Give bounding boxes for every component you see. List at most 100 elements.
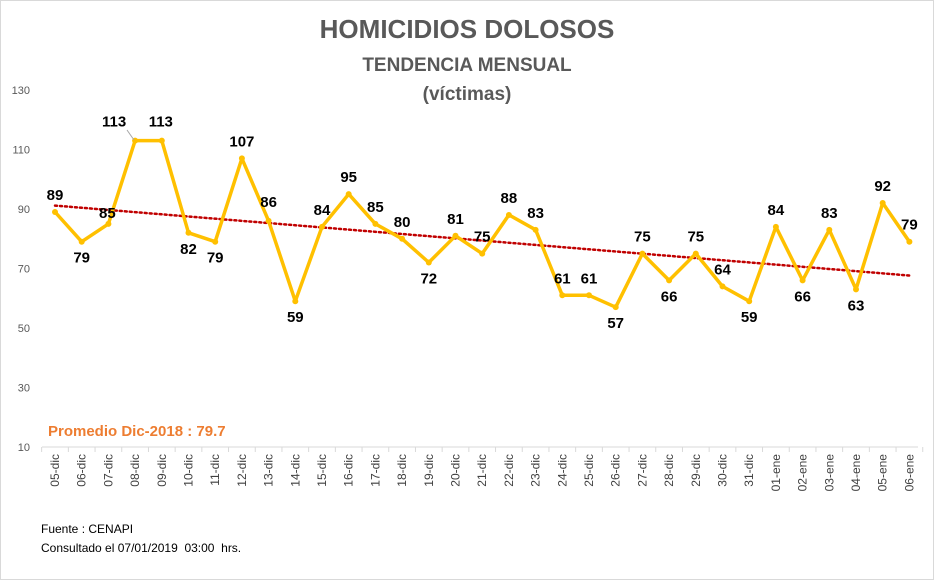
- data-label: 92: [874, 178, 891, 195]
- data-label: 84: [768, 202, 785, 219]
- data-point: [853, 286, 859, 293]
- x-tick-label: 24-dic: [555, 454, 569, 487]
- data-label: 59: [741, 309, 758, 326]
- chart-subtitle-units: (víctimas): [422, 84, 512, 105]
- x-tick-label: 15-dic: [315, 454, 329, 487]
- chart-subtitle: TENDENCIA MENSUAL: [362, 55, 572, 76]
- y-tick-label: 70: [18, 264, 30, 276]
- data-label: 79: [901, 217, 918, 234]
- data-point: [879, 200, 886, 207]
- data-label: 83: [527, 205, 544, 222]
- y-tick-label: 110: [12, 145, 30, 157]
- x-tick-label: 09-dic: [155, 454, 169, 487]
- x-tick-label: 05-dic: [48, 454, 62, 487]
- label-leader-line: [126, 129, 135, 141]
- chart-title: HOMICIDIOS DOLOSOS: [319, 14, 615, 44]
- x-tick-label: 01-ene: [769, 454, 783, 492]
- x-tick-label: 13-dic: [262, 454, 276, 487]
- data-point: [719, 283, 726, 290]
- data-label: 72: [420, 271, 437, 288]
- data-point: [292, 298, 299, 305]
- data-point: [746, 298, 753, 305]
- y-tick-label: 50: [18, 323, 30, 335]
- x-tick-label: 07-dic: [101, 454, 115, 487]
- y-tick-label: 130: [12, 85, 30, 97]
- data-label: 107: [229, 133, 254, 150]
- data-label: 79: [207, 250, 224, 267]
- data-point: [586, 292, 592, 299]
- y-tick-label: 90: [18, 204, 30, 216]
- data-point: [105, 220, 112, 227]
- data-point: [532, 226, 539, 233]
- data-point: [78, 238, 85, 245]
- data-label: 81: [447, 211, 464, 228]
- consulted-note: Consultado el 07/01/2019 03:00 hrs.: [41, 541, 242, 555]
- data-label: 63: [848, 297, 865, 314]
- series-line: [53, 138, 911, 309]
- x-tick-label: 28-dic: [662, 454, 676, 487]
- x-tick-label: 11-dic: [208, 454, 222, 486]
- data-point: [452, 232, 459, 239]
- x-tick-label: 18-dic: [395, 454, 409, 487]
- y-tick-label: 30: [18, 383, 30, 395]
- data-point: [185, 229, 192, 236]
- average-annotation: Promedio Dic-2018 : 79.7: [48, 423, 226, 440]
- data-point: [559, 292, 566, 299]
- x-tick-label: 25-dic: [582, 454, 596, 487]
- data-point: [265, 217, 272, 224]
- y-tick-label: 10: [18, 442, 30, 454]
- data-label: 85: [367, 199, 384, 216]
- x-tick-label: 16-dic: [342, 454, 356, 487]
- x-tick-label: 29-dic: [689, 454, 703, 487]
- data-point: [772, 223, 779, 230]
- data-point: [479, 250, 486, 257]
- x-tick-label: 20-dic: [449, 454, 463, 487]
- x-tick-label: 04-ene: [849, 454, 863, 492]
- x-tick-label: 06-ene: [902, 454, 916, 492]
- data-label: 82: [180, 241, 197, 258]
- data-label: 84: [314, 202, 331, 219]
- trendline: [53, 204, 911, 277]
- data-point: [212, 238, 219, 245]
- data-point: [319, 223, 325, 230]
- data-point: [612, 304, 619, 311]
- data-label: 113: [149, 114, 173, 131]
- data-label: 85: [99, 205, 116, 222]
- x-tick-label: 06-dic: [75, 454, 89, 487]
- data-label: 66: [794, 288, 811, 305]
- data-label: 59: [287, 309, 304, 326]
- x-tick-label: 23-dic: [529, 454, 543, 487]
- x-tick-label: 30-dic: [716, 454, 730, 487]
- data-label: 61: [581, 270, 598, 287]
- data-point: [639, 250, 646, 257]
- x-tick-label: 10-dic: [182, 454, 196, 487]
- data-label: 75: [687, 229, 704, 246]
- data-label: 86: [260, 194, 277, 211]
- x-tick-label: 22-dic: [502, 454, 516, 487]
- x-tick-label: 03-ene: [822, 454, 836, 492]
- x-tick-label: 19-dic: [422, 454, 436, 487]
- data-label: 80: [394, 214, 411, 231]
- data-label: 66: [661, 288, 678, 305]
- data-point: [425, 259, 432, 266]
- data-label: 64: [714, 261, 731, 278]
- data-label: 57: [607, 315, 624, 332]
- data-label: 89: [47, 187, 64, 204]
- data-point: [372, 220, 379, 227]
- data-point: [906, 238, 913, 245]
- x-tick-label: 02-ene: [796, 454, 810, 492]
- x-tick-label: 12-dic: [235, 454, 249, 487]
- data-label: 61: [554, 270, 571, 287]
- x-tick-label: 14-dic: [288, 454, 302, 487]
- x-tick-label: 21-dic: [475, 454, 489, 487]
- data-point: [399, 235, 406, 242]
- data-label: 95: [340, 169, 357, 186]
- x-tick-label: 26-dic: [609, 454, 623, 487]
- data-point: [345, 191, 352, 198]
- data-point: [505, 211, 512, 218]
- data-label: 83: [821, 205, 838, 222]
- data-point: [238, 155, 245, 162]
- data-point: [52, 208, 58, 215]
- data-point: [692, 250, 699, 257]
